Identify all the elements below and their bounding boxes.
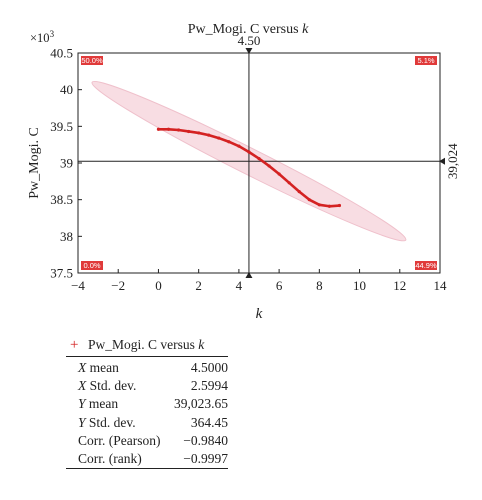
y-tick-label: 40 (60, 82, 73, 97)
y-tick-label: 39.5 (50, 119, 73, 134)
chart-title: Pw_Mogi. C versus k (188, 22, 309, 37)
series-line (157, 127, 341, 208)
x-tick-label: −4 (71, 278, 85, 293)
statistics-value: 4.5000 (190, 360, 228, 375)
y-tick-label: 39 (60, 156, 73, 171)
quadrant-label: 44.9% (415, 261, 437, 270)
statistics-panel: + Pw_Mogi. C versus k X mean 4.5000 X Std.… (66, 334, 228, 470)
quadrant-label: 5.1% (417, 56, 434, 65)
statistics-label: Corr. (Pearson) (78, 432, 161, 448)
x-tick-label: 8 (316, 278, 323, 293)
y-axis-multiplier: ×103 (30, 29, 55, 45)
plot-area: −4 −2 0 2 4 6 8 10 12 14 37.5 38 38.5 39 39.5 40 40.5 4… (50, 33, 460, 293)
x-mean-arrow-icon (245, 48, 253, 54)
legend-label: Pw_Mogi. C versus k (88, 337, 205, 352)
scatter-chart: Pw_Mogi. C versus k ×103 Pw_Mogi. C k −4… (27, 22, 460, 322)
statistics-label: Y mean (78, 396, 119, 412)
statistics-table: X mean 4.5000 X Std. dev. 2.5994 Y mean 39,02… (66, 359, 228, 468)
quadrant-label: 50.0% (81, 56, 103, 65)
y-axis-label: Pw_Mogi. C (27, 127, 42, 199)
x-tick-label: 4 (236, 278, 243, 293)
statistics-value: 364.45 (190, 414, 228, 430)
y-mean-label: 39,024 (445, 143, 460, 179)
x-tick-label: 6 (276, 278, 283, 293)
statistics-label: Corr. (rank) (78, 451, 142, 467)
statistics-value: 39,023.65 (174, 396, 228, 412)
legend-entry: + Pw_Mogi. C versus k (66, 334, 228, 357)
quadrant-label: 0.0% (83, 261, 100, 270)
y-tick-label: 38 (60, 229, 73, 244)
quadrant-badge (81, 56, 103, 65)
quadrant-badge (415, 56, 437, 65)
statistics-label: X Std. dev. (78, 378, 137, 394)
y-tick-label: 40.5 (50, 46, 73, 61)
x-tick-label: 10 (353, 278, 366, 293)
legend-marker-icon: + (70, 336, 79, 353)
x-tick-label: −2 (111, 278, 125, 293)
x-tick-label: 0 (155, 278, 162, 293)
series-points (156, 127, 342, 208)
x-axis-ticks: −4 −2 0 2 4 6 8 10 12 14 (71, 269, 447, 293)
statistics-row: Corr. (rank) −0.9997 (66, 450, 228, 468)
statistics-value: 2.5994 (190, 378, 228, 394)
table-bottom-rule (66, 468, 228, 470)
y-tick-label: 37.5 (50, 266, 73, 281)
x-axis-label: k (256, 306, 263, 322)
statistics-row: X Std. dev. 2.5994 (66, 377, 228, 395)
statistics-value: −0.9997 (183, 451, 228, 467)
statistics-label: Y Std. dev. (78, 414, 136, 430)
quadrant-labels: 50.0% 5.1% 0.0% 44.9% (81, 56, 437, 270)
y-mean-arrow-icon (439, 157, 445, 165)
x-mean-label: 4.50 (238, 33, 261, 48)
x-tick-label: 14 (434, 278, 448, 293)
x-mean-arrow-bottom-icon (245, 272, 253, 278)
x-tick-label: 12 (393, 278, 406, 293)
quadrant-badge (81, 261, 103, 270)
statistics-row: Y mean 39,023.65 (66, 395, 228, 413)
y-tick-label: 38.5 (50, 192, 73, 207)
statistics-row: Corr. (Pearson) −0.9840 (66, 432, 228, 450)
statistics-row: X mean 4.5000 (66, 359, 228, 377)
y-axis-ticks: 37.5 38 38.5 39 39.5 40 40.5 (50, 46, 82, 281)
statistics-label: X mean (78, 360, 119, 375)
statistics-value: −0.9840 (183, 432, 228, 448)
statistics-row: Y Std. dev. 364.45 (66, 414, 228, 432)
mean-marker-lines: 4.50 39,024 (78, 33, 460, 278)
x-tick-label: 2 (195, 278, 202, 293)
quadrant-badge (415, 261, 437, 270)
